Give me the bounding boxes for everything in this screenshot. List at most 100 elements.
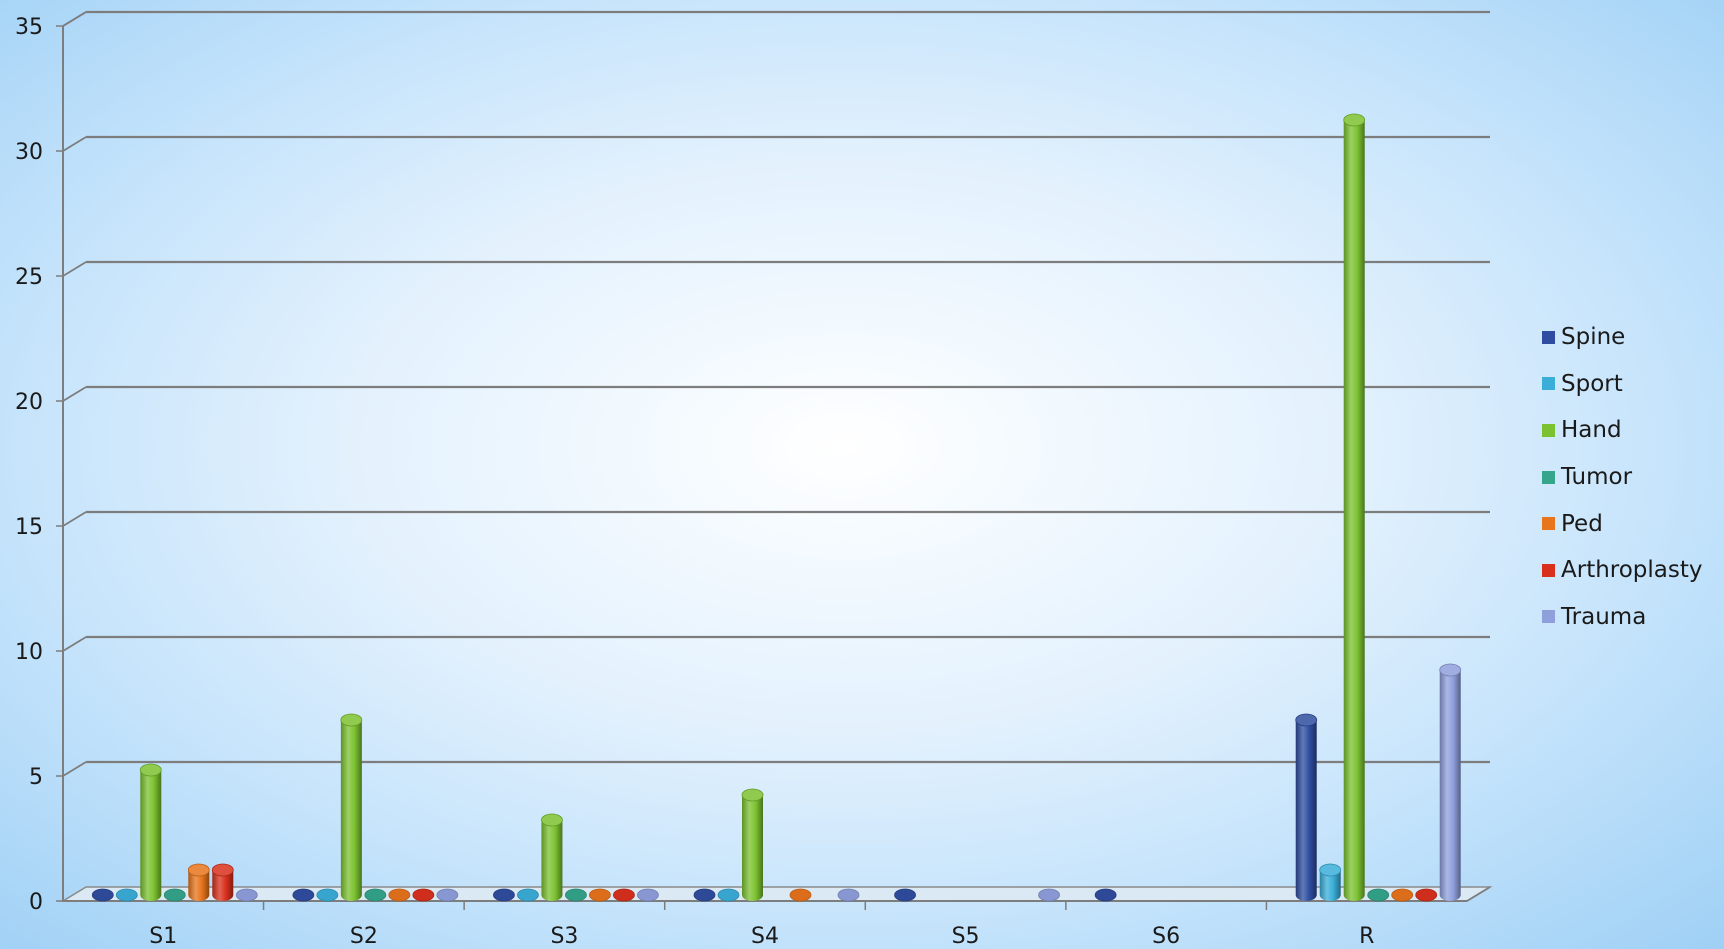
x-tick-label: S2 [350, 924, 378, 949]
legend-item: Tumor [1542, 454, 1703, 501]
bar-body [212, 870, 234, 901]
bar-ped-s2 [388, 888, 411, 902]
gridline-side [62, 511, 87, 527]
y-tick-label: 0 [29, 890, 43, 915]
bar-cap [741, 788, 764, 802]
bar-trauma-s2 [436, 888, 459, 902]
bar-ped-s1 [187, 863, 210, 901]
gridline-side [62, 636, 87, 652]
legend: Spine Sport Hand Tumor Ped Arthroplasty Trauma [1542, 314, 1703, 640]
bar-ped-r [1391, 888, 1414, 902]
tick-labels: 0 5 10 15 20 25 30 35 S1 S2 S3 S4 S5 S6 R [15, 15, 1374, 949]
bar-cap [139, 763, 162, 777]
x-tick-label: S4 [751, 924, 779, 949]
bar-cap [613, 888, 635, 902]
bar-cap [1319, 863, 1342, 877]
y-tick-label: 25 [15, 265, 43, 290]
bar-cap [436, 888, 459, 902]
legend-label: Trauma [1561, 603, 1647, 630]
bar-cap [1391, 888, 1414, 902]
bar-tumor-s2 [364, 888, 387, 902]
bar-cap [340, 713, 363, 727]
legend-label: Ped [1561, 510, 1603, 537]
bar-spine-s6 [1094, 888, 1117, 902]
legend-label: Arthroplasty [1561, 557, 1703, 584]
bar-cap [517, 888, 539, 902]
x-tick-label: R [1359, 924, 1374, 949]
y-tick-label: 5 [29, 765, 43, 790]
bar-tumor-r [1367, 888, 1390, 902]
bar-hand-r [1343, 113, 1366, 901]
x-tick-label: S6 [1152, 924, 1180, 949]
bar-cap [637, 888, 659, 902]
bar-cap [1094, 888, 1117, 902]
bar-hand-s3 [541, 813, 563, 901]
bar-cap [789, 888, 812, 902]
bar-cap [837, 888, 860, 902]
bar-spine-s2 [292, 888, 315, 902]
gridline-side [62, 761, 87, 777]
legend-swatch [1542, 423, 1555, 437]
bar-spine-r [1295, 713, 1318, 901]
bar-cap [894, 888, 916, 902]
bar-body [140, 770, 162, 901]
bar-arthroplasty-s3 [613, 888, 635, 902]
bar-trauma-r [1439, 663, 1462, 901]
bar-trauma-s1 [235, 888, 258, 902]
bar-cap [1367, 888, 1390, 902]
bar-hand-s1 [139, 763, 162, 901]
bar-cap [693, 888, 716, 902]
bar-arthroplasty-r [1415, 888, 1438, 902]
bar-cap [187, 863, 210, 877]
bar-sport-s4 [717, 888, 740, 902]
bar-sport-s2 [316, 888, 339, 902]
chart-floor [60, 886, 1493, 902]
bar-ped-s3 [589, 888, 611, 902]
legend-swatch [1542, 330, 1555, 344]
bar-sport-s1 [115, 888, 138, 902]
legend-label: Tumor [1561, 464, 1633, 491]
bar-body [1319, 870, 1341, 901]
bar-body [742, 795, 763, 901]
x-tick-label: S3 [550, 924, 578, 949]
legend-swatch [1542, 610, 1555, 624]
bar-ped-s4 [789, 888, 812, 902]
bar-cap [115, 888, 138, 902]
bar-cap [388, 888, 411, 902]
bar-cap [316, 888, 339, 902]
bar-cap [163, 888, 186, 902]
gridline-side [62, 136, 87, 152]
bar-body [340, 720, 362, 901]
bar-cap [292, 888, 315, 902]
bar-trauma-s5 [1038, 888, 1060, 902]
bar-arthroplasty-s1 [211, 863, 234, 901]
legend-item: Sport [1542, 361, 1703, 408]
bar-cap [91, 888, 114, 902]
bar-cap [211, 863, 234, 877]
y-tick-label: 10 [15, 640, 43, 665]
legend-item: Spine [1542, 314, 1703, 361]
y-axis-top [62, 11, 87, 27]
y-tick-label: 35 [15, 15, 43, 40]
bar-spine-s3 [493, 888, 515, 902]
legend-item: Arthroplasty [1542, 547, 1703, 594]
bar-tumor-s1 [163, 888, 186, 902]
gridline-side [62, 261, 87, 277]
bar-hand-s4 [741, 788, 764, 901]
y-tick-label: 20 [15, 390, 43, 415]
legend-item: Hand [1542, 407, 1703, 454]
legend-swatch [1542, 377, 1555, 391]
bar-cap [1439, 663, 1462, 677]
bar-cap [235, 888, 258, 902]
legend-swatch [1542, 470, 1555, 484]
bar-cap [364, 888, 387, 902]
legend-swatch [1542, 563, 1555, 577]
bar-body [1343, 120, 1365, 901]
legend-swatch [1542, 517, 1555, 531]
bar-spine-s1 [91, 888, 114, 902]
bar-trauma-s4 [837, 888, 860, 902]
x-axis-end [1466, 886, 1491, 902]
bar-cap [589, 888, 611, 902]
